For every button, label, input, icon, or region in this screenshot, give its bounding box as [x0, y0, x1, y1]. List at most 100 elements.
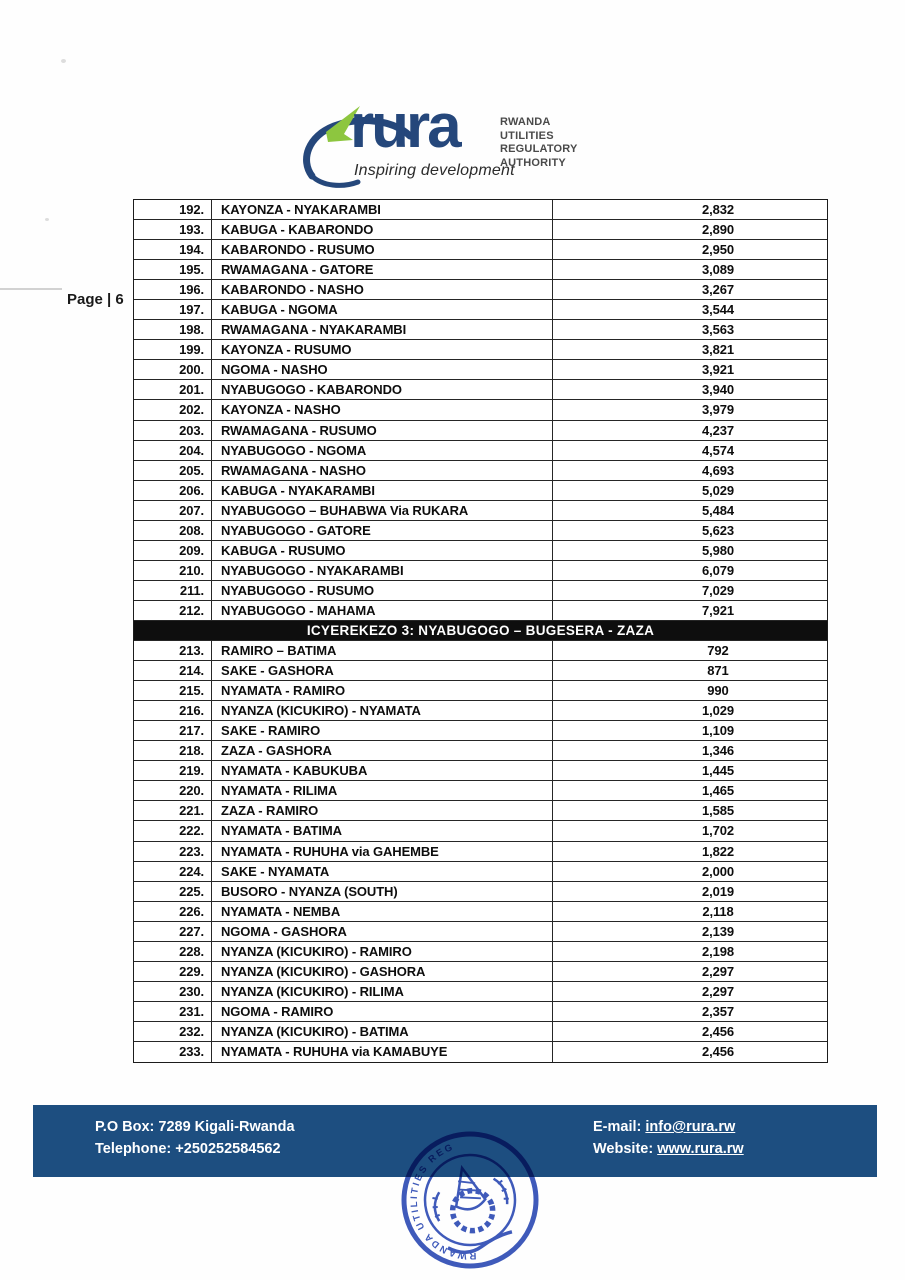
table-row: 192. KAYONZA - NYAKARAMBI 2,832 [134, 200, 827, 221]
route-cell: NGOMA - NASHO [212, 360, 553, 380]
row-number-cell: 208. [134, 520, 212, 540]
table-row: 205. RWAMAGANA - NASHO 4,693 [134, 460, 827, 481]
table-row: 232. NYANZA (KICUKIRO) - BATIMA 2,456 [134, 1021, 827, 1042]
row-number-cell: 198. [134, 320, 212, 340]
row-number-cell: 230. [134, 981, 212, 1001]
fare-cell: 3,979 [701, 402, 735, 418]
route-cell: NYABUGOGO - GATORE [212, 520, 553, 540]
scan-speck [61, 59, 66, 63]
fare-cell: 2,019 [701, 883, 735, 899]
fare-cell: 3,921 [701, 362, 735, 378]
row-number-cell: 207. [134, 500, 212, 520]
fare-cell: 4,237 [701, 422, 735, 438]
fare-cell: 4,693 [701, 462, 735, 478]
route-cell: NYANZA (KICUKIRO) - RAMIRO [212, 941, 553, 961]
table-row: 220. NYAMATA - RILIMA 1,465 [134, 781, 827, 802]
route-cell: NYABUGOGO - NGOMA [212, 440, 553, 460]
authority-line: AUTHORITY [500, 156, 566, 169]
fare-cell: 1,702 [701, 823, 735, 839]
fare-cell: 1,445 [701, 763, 735, 779]
route-cell: KABUGA - KABARONDO [212, 220, 553, 240]
route-cell: KAYONZA - RUSUMO [212, 340, 553, 360]
logo-tagline: Inspiring development [354, 162, 515, 179]
footer-email-label: E-mail: [593, 1119, 642, 1135]
row-number-cell: 233. [134, 1041, 212, 1063]
table-row: 200. NGOMA - NASHO 3,921 [134, 360, 827, 381]
table-row: 231. NGOMA - RAMIRO 2,357 [134, 1001, 827, 1022]
row-number-cell: 223. [134, 841, 212, 861]
row-number-cell: 211. [134, 580, 212, 600]
route-cell: KABUGA - RUSUMO [212, 540, 553, 560]
route-cell: SAKE - NYAMATA [212, 861, 553, 881]
row-number-cell: 209. [134, 540, 212, 560]
table-row: 215. NYAMATA - RAMIRO 990 [134, 681, 827, 702]
fare-cell: 2,297 [701, 963, 735, 979]
table-row: 216. NYANZA (KICUKIRO) - NYAMATA 1,029 [134, 701, 827, 722]
row-number-cell: 204. [134, 440, 212, 460]
route-cell: RWAMAGANA - RUSUMO [212, 420, 553, 440]
table-row: 211. NYABUGOGO - RUSUMO 7,029 [134, 580, 827, 601]
table-row: 222. NYAMATA - BATIMA 1,702 [134, 821, 827, 842]
row-number-cell: 229. [134, 961, 212, 981]
row-number-cell: 196. [134, 280, 212, 300]
route-cell: KABUGA - NYAKARAMBI [212, 480, 553, 500]
row-number-cell: 219. [134, 761, 212, 781]
route-cell: NYABUGOGO - MAHAMA [212, 600, 553, 620]
row-number-cell: 222. [134, 821, 212, 841]
scan-speck [45, 218, 49, 221]
table-row: 210. NYABUGOGO - NYAKARAMBI 6,079 [134, 560, 827, 581]
footer-email-link[interactable]: info@rura.rw [645, 1119, 736, 1135]
table-row: 195. RWAMAGANA - GATORE 3,089 [134, 260, 827, 281]
fare-cell: 3,089 [701, 262, 735, 278]
row-number-cell: 195. [134, 260, 212, 280]
fare-cell: 6,079 [701, 562, 735, 578]
row-number-cell: 212. [134, 600, 212, 620]
row-number-cell: 202. [134, 400, 212, 420]
logo-wordmark: rura [350, 92, 462, 161]
route-cell: NYABUGOGO - KABARONDO [212, 380, 553, 400]
route-cell: NYAMATA - RUHUHA via GAHEMBE [212, 841, 553, 861]
official-stamp-seal: RWANDA UTILITIES REGULATORY AUTHORITY [395, 1123, 539, 1278]
route-cell: ZAZA - GASHORA [212, 741, 553, 761]
row-number-cell: 224. [134, 861, 212, 881]
route-cell: RWAMAGANA - NYAKARAMBI [212, 320, 553, 340]
fare-cell: 5,029 [701, 482, 735, 498]
fare-cell: 3,563 [701, 322, 735, 338]
fare-cell: 7,029 [701, 582, 735, 598]
table-row: 217. SAKE - RAMIRO 1,109 [134, 721, 827, 742]
route-cell: NYANZA (KICUKIRO) - BATIMA [212, 1021, 553, 1041]
table-row: 196. KABARONDO - NASHO 3,267 [134, 280, 827, 301]
fare-cell: 5,623 [701, 522, 735, 538]
route-cell: KAYONZA - NYAKARAMBI [212, 200, 553, 220]
route-cell: NYAMATA - RAMIRO [212, 681, 553, 701]
page-number-label: Page | 6 [67, 291, 124, 308]
table-row: 227. NGOMA - GASHORA 2,139 [134, 921, 827, 942]
route-cell: NYANZA (KICUKIRO) - RILIMA [212, 981, 553, 1001]
authority-line: RWANDA [500, 116, 551, 128]
row-number-cell: 220. [134, 781, 212, 801]
route-cell: NYAMATA - BATIMA [212, 821, 553, 841]
row-number-cell: 197. [134, 300, 212, 320]
fare-cell: 3,821 [701, 342, 735, 358]
route-cell: KABARONDO - NASHO [212, 280, 553, 300]
route-cell: ZAZA - RAMIRO [212, 801, 553, 821]
fare-cell: 871 [707, 663, 729, 679]
table-row: 198. RWAMAGANA - NYAKARAMBI 3,563 [134, 320, 827, 341]
table-row: 193. KABUGA - KABARONDO 2,890 [134, 220, 827, 241]
table-row: 194. KABARONDO - RUSUMO 2,950 [134, 240, 827, 261]
table-row: 213. RAMIRO – BATIMA 792 [134, 641, 827, 662]
footer-website-link[interactable]: www.rura.rw [657, 1141, 744, 1157]
fare-cell: 2,198 [701, 943, 735, 959]
table-row: 230. NYANZA (KICUKIRO) - RILIMA 2,297 [134, 981, 827, 1002]
fare-cell: 3,267 [701, 282, 735, 298]
table-row: 225. BUSORO - NYANZA (SOUTH) 2,019 [134, 881, 827, 902]
table-row: 226. NYAMATA - NEMBA 2,118 [134, 901, 827, 922]
row-number-cell: 205. [134, 460, 212, 480]
route-cell: NYANZA (KICUKIRO) - GASHORA [212, 961, 553, 981]
footer-website-label: Website: [593, 1141, 654, 1157]
route-cell: NYABUGOGO - NYAKARAMBI [212, 560, 553, 580]
table-row: 208. NYABUGOGO - GATORE 5,623 [134, 520, 827, 541]
row-number-cell: 227. [134, 921, 212, 941]
route-cell: KABUGA - NGOMA [212, 300, 553, 320]
fare-cell: 2,456 [701, 1044, 735, 1060]
